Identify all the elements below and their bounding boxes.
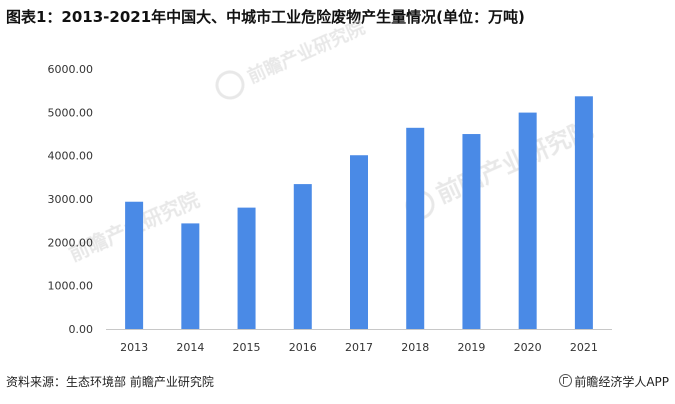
watermark-text: 前瞻产业研究院 xyxy=(244,16,368,87)
brand-text: 前瞻经济学人APP xyxy=(574,375,669,389)
watermark: 前瞻产业研究院 前瞻产业研究院 前瞻产业研究院 xyxy=(65,16,597,265)
bar-2019 xyxy=(462,134,481,329)
chart-title: 图表1：2013-2021年中国大、中城市工业危险废物产生量情况(单位：万吨) xyxy=(6,8,525,26)
watermark-logo-icon xyxy=(215,70,245,100)
bar-chart: 前瞻产业研究院 前瞻产业研究院 前瞻产业研究院 0.00 1000.00 2000.… xyxy=(48,16,612,354)
bar-2020 xyxy=(518,112,537,330)
y-axis: 0.00 1000.00 2000.00 3000.00 4000.00 5000.00 6… xyxy=(48,63,94,336)
x-tick-label: 2014 xyxy=(176,341,204,354)
x-axis: 2013 2014 2015 2016 2017 2018 2019 2020 2021 xyxy=(120,341,598,354)
bar-2014 xyxy=(181,223,200,329)
bar-2016 xyxy=(293,184,312,329)
y-tick-label: 6000.00 xyxy=(48,63,94,76)
brand-logo-icon xyxy=(559,374,573,387)
bar-2017 xyxy=(350,155,368,329)
x-tick-label: 2018 xyxy=(401,341,429,354)
bar-2021 xyxy=(574,96,593,329)
bar-2015 xyxy=(237,207,256,329)
bar-2018 xyxy=(406,127,425,329)
y-tick-label: 0.00 xyxy=(69,323,94,336)
y-tick-label: 3000.00 xyxy=(48,193,94,206)
y-tick-label: 4000.00 xyxy=(48,150,94,163)
y-tick-label: 2000.00 xyxy=(48,236,94,249)
source-note: 资料来源：生态环境部 前瞻产业研究院 xyxy=(6,375,214,389)
watermark-text: 前瞻产业研究院 xyxy=(432,115,597,209)
y-tick-label: 1000.00 xyxy=(48,280,94,293)
bar-2013 xyxy=(125,201,144,329)
x-tick-label: 2017 xyxy=(345,341,373,354)
x-tick-label: 2016 xyxy=(289,341,317,354)
x-tick-label: 2021 xyxy=(570,341,598,354)
x-tick-label: 2015 xyxy=(233,341,261,354)
bars xyxy=(125,96,593,330)
footer: 资料来源：生态环境部 前瞻产业研究院 前瞻经济学人APP xyxy=(6,373,669,395)
brand-label: 前瞻经济学人APP xyxy=(559,373,669,390)
x-tick-label: 2013 xyxy=(120,341,148,354)
x-tick-label: 2020 xyxy=(514,341,542,354)
y-tick-label: 5000.00 xyxy=(48,106,94,119)
x-tick-label: 2019 xyxy=(457,341,485,354)
